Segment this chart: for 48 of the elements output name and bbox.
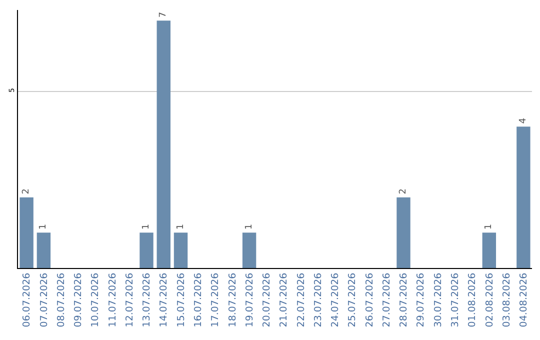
x-tick-label: 15.07.2026 [176,272,187,328]
x-tick-label: 01.08.2026 [467,272,478,328]
x-tick-label: 22.07.2026 [296,272,307,328]
x-tick-label: 27.07.2026 [381,272,392,328]
x-tick-label: 03.08.2026 [501,272,512,328]
x-tick-label: 25.07.2026 [347,272,358,328]
x-tick-label: 04.08.2026 [518,272,530,328]
x-tick-label: 12.07.2026 [124,272,136,328]
x-tick-label: 30.07.2026 [432,272,444,328]
x-tick-label: 17.07.2026 [210,272,222,328]
bar [156,20,170,268]
bar [20,197,34,268]
x-tick-label: 21.07.2026 [278,272,290,328]
data-label: 1 [244,224,254,230]
x-tick-label: 19.07.2026 [244,272,256,328]
data-label: 2 [398,188,408,194]
bar [516,126,530,268]
x-tick-label: 10.07.2026 [90,272,102,328]
data-label: 1 [176,224,186,230]
x-tick-label: 20.07.2026 [262,272,273,328]
x-tick-label: 28.07.2026 [398,272,410,328]
x-tick-label: 26.07.2026 [364,272,376,328]
x-tick-label: 23.07.2026 [312,272,324,328]
bar [174,232,188,268]
data-label: 1 [142,224,152,230]
data-label: 1 [484,224,494,230]
x-tick-label: 09.07.2026 [73,272,84,328]
data-label: 7 [158,12,169,18]
bar [36,232,51,268]
x-tick-label: 24.07.2026 [330,272,342,328]
bar [482,232,496,268]
x-tick-label: 13.07.2026 [142,272,153,328]
x-tick-label: 07.07.2026 [38,272,50,328]
data-label: 1 [38,224,49,230]
x-tick-label: 14.07.2026 [158,272,170,328]
x-tick-label: 02.08.2026 [484,272,496,328]
x-tick-label: 06.07.2026 [22,272,33,328]
x-tick-label: 16.07.2026 [192,272,204,328]
data-label: 4 [518,118,528,124]
x-tick-label: 29.07.2026 [416,272,427,328]
bar [396,197,410,268]
x-tick-label: 18.07.2026 [227,272,238,328]
x-tick-label: 08.07.2026 [56,272,67,328]
x-tick-label: 11.07.2026 [107,272,118,328]
data-label: 2 [22,188,32,194]
x-tick-label: 31.07.2026 [450,272,461,328]
bar [242,232,256,268]
bar [140,232,154,268]
